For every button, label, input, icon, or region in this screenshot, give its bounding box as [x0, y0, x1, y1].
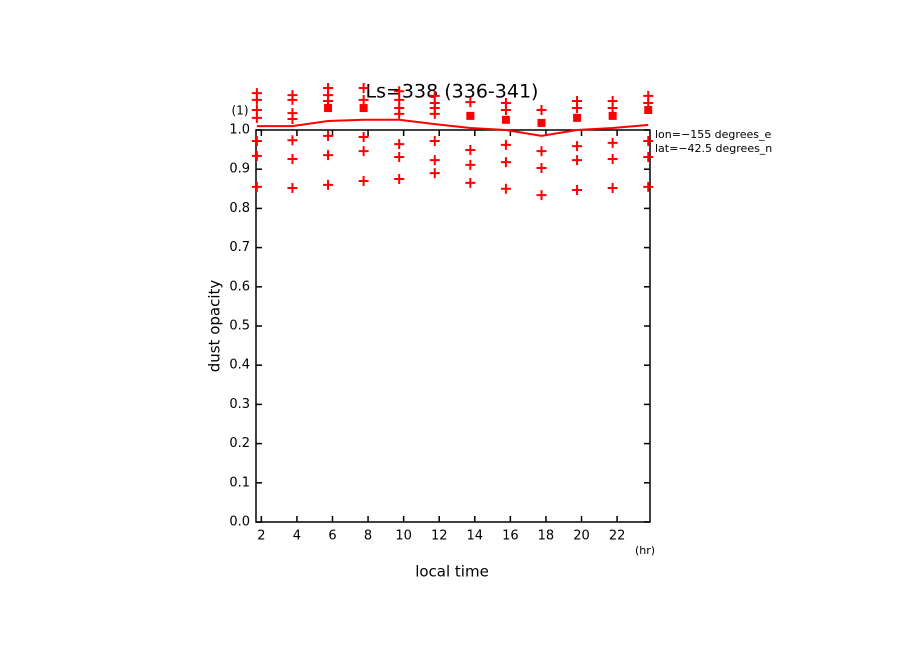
point — [287, 154, 298, 165]
point — [572, 184, 583, 195]
y-tick-label: 0.9 — [229, 162, 250, 177]
point — [287, 114, 298, 125]
point — [429, 168, 440, 179]
line — [256, 118, 649, 137]
y-tick-label: 0.1 — [229, 475, 250, 490]
y-tick-label: 0.5 — [229, 319, 250, 334]
point — [358, 132, 369, 143]
annotations: lon=−155 degrees_e lat=−42.5 degrees_n — [655, 128, 772, 155]
point — [251, 150, 262, 161]
point — [251, 135, 262, 146]
point — [394, 139, 405, 150]
point — [324, 104, 333, 113]
point — [644, 106, 653, 115]
y-tick-label: 0.4 — [229, 358, 250, 373]
point — [358, 83, 369, 94]
y-tick-label: 0.2 — [229, 436, 250, 451]
x-tick-label: 2 — [257, 529, 265, 544]
point — [536, 146, 547, 157]
point — [429, 135, 440, 146]
point — [429, 108, 440, 119]
x-tick-label: 20 — [573, 529, 590, 544]
point — [607, 154, 618, 165]
point — [643, 181, 654, 192]
x-axis-label: local time — [415, 563, 489, 581]
point — [394, 174, 405, 184]
point — [643, 135, 654, 146]
y-tick-label: 0.0 — [229, 515, 250, 530]
annotation: lat=−42.5 degrees_n — [655, 142, 772, 155]
y-tick-label: 1.0 — [229, 123, 250, 138]
point — [500, 157, 511, 168]
x-tick-label: 18 — [538, 529, 555, 544]
x-tick-label: 22 — [609, 529, 626, 544]
point — [500, 105, 511, 116]
point — [359, 104, 368, 113]
chart-title: Ls=338 (336-341) — [366, 81, 539, 103]
x-tick-label: 4 — [293, 529, 301, 544]
point — [501, 115, 510, 124]
point — [607, 183, 618, 194]
point — [251, 181, 262, 192]
point — [323, 179, 334, 190]
point — [500, 183, 511, 194]
point — [500, 139, 511, 150]
point — [251, 112, 262, 123]
point — [465, 159, 476, 170]
point — [572, 155, 583, 166]
point — [429, 155, 440, 166]
point — [607, 103, 618, 114]
x-tick-label: 12 — [431, 529, 448, 544]
point — [358, 146, 369, 157]
point — [287, 94, 298, 105]
point — [466, 111, 475, 120]
point — [643, 152, 654, 163]
point — [394, 86, 405, 97]
point — [323, 150, 334, 161]
point — [465, 97, 476, 108]
x-tick-label: 6 — [328, 529, 336, 544]
point — [607, 137, 618, 148]
x-unit: (hr) — [635, 544, 655, 557]
point — [536, 163, 547, 174]
y-tick-label: 0.6 — [229, 279, 250, 294]
point — [251, 94, 262, 105]
annotation: lon=−155 degrees_e — [655, 128, 771, 141]
y-tick-label: 0.8 — [229, 201, 250, 216]
point — [323, 130, 334, 141]
y-axis-label: dust opacity — [206, 280, 224, 373]
point — [537, 118, 546, 127]
point — [287, 183, 298, 194]
point — [536, 190, 547, 201]
point — [573, 113, 582, 122]
point — [572, 103, 583, 114]
point — [287, 135, 298, 146]
y-tick-label: 0.7 — [229, 240, 250, 255]
point — [572, 141, 583, 152]
y-tick-label: 0.3 — [229, 397, 250, 412]
x-tick-label: 14 — [467, 529, 484, 544]
x-tick-label: 8 — [364, 529, 372, 544]
plot-frame — [255, 129, 651, 523]
point — [465, 144, 476, 155]
point — [394, 152, 405, 163]
point — [394, 108, 405, 119]
point — [465, 177, 476, 188]
x-tick-label: 16 — [502, 529, 519, 544]
point — [608, 111, 617, 120]
point — [358, 94, 369, 105]
x-tick-label: 10 — [395, 529, 412, 544]
point — [536, 105, 547, 116]
top-label: (1) — [232, 104, 249, 118]
point — [358, 175, 369, 186]
